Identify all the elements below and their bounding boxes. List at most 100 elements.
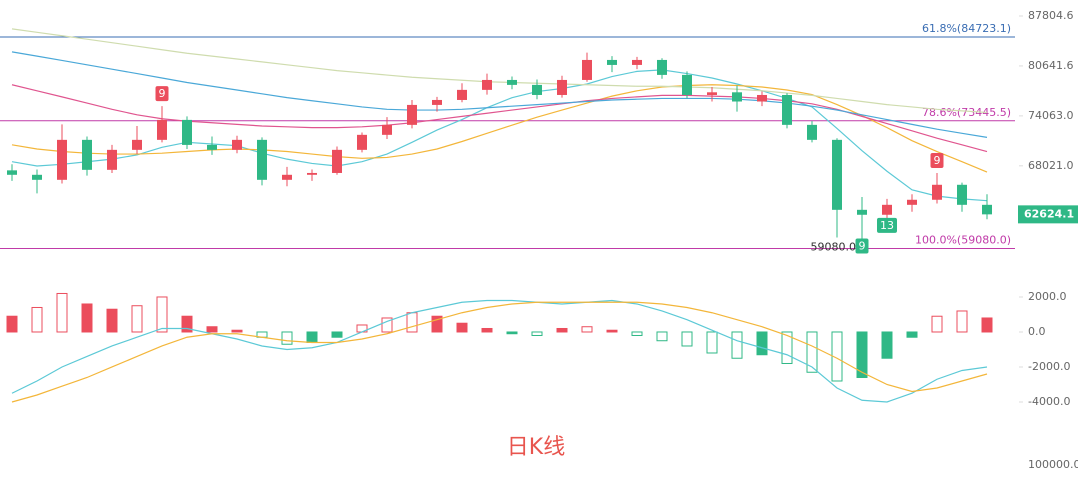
- candle-body: [407, 104, 417, 125]
- candle-body: [207, 144, 217, 150]
- candle-body: [32, 174, 42, 180]
- marker-box: [930, 152, 944, 168]
- candle-body: [307, 172, 317, 175]
- candle-body: [507, 79, 517, 85]
- candle-body: [282, 174, 292, 180]
- macd-bar: [81, 303, 93, 333]
- candle-body: [632, 59, 642, 65]
- candle-body: [957, 184, 967, 205]
- candle-body: [457, 89, 467, 100]
- marker-label: 9: [934, 154, 941, 167]
- low-label: 59080.0: [811, 241, 857, 254]
- macd-bar: [106, 308, 118, 333]
- y-tick-label: 74063.0: [1028, 109, 1074, 122]
- candle-body: [157, 119, 167, 140]
- watermark: 日K线: [507, 435, 565, 460]
- macd-bar: [431, 315, 443, 333]
- candle-body: [57, 139, 67, 180]
- macd-bar: [981, 317, 993, 333]
- marker-box: [855, 238, 869, 254]
- candle-body: [7, 170, 17, 175]
- macd-bar: [306, 331, 318, 343]
- macd-bar: [831, 331, 843, 382]
- macd-bar: [606, 329, 618, 333]
- macd-bar: [156, 296, 168, 333]
- candle-body: [882, 204, 892, 215]
- fib-label: 100.0%(59080.0): [915, 234, 1011, 247]
- macd-bar: [806, 331, 818, 373]
- macd-line: [11, 299, 988, 403]
- volume-axis-label: 100000.0: [1028, 458, 1078, 471]
- candle-body: [357, 134, 367, 150]
- y-tick-label: 80641.6: [1028, 59, 1074, 72]
- candle-body: [807, 124, 817, 140]
- macd-bar: [481, 327, 493, 333]
- marker-label: 9: [159, 87, 166, 100]
- macd-bar: [781, 331, 793, 364]
- y-tick-label: 2000.0: [1028, 290, 1067, 303]
- macd-bar: [131, 305, 143, 333]
- candle-body: [782, 94, 792, 125]
- fib-label: 61.8%(84723.1): [922, 22, 1011, 35]
- last-price-label: 62624.1: [1024, 207, 1074, 220]
- marker-box: [155, 86, 169, 102]
- macd-bar: [381, 317, 393, 333]
- candle-body: [932, 184, 942, 200]
- moving-average: [11, 69, 988, 202]
- candle-body: [82, 139, 92, 170]
- candle-body: [182, 119, 192, 145]
- fib-label: 78.6%(73445.5): [922, 106, 1011, 119]
- macd-bar: [31, 306, 43, 333]
- candle-body: [907, 199, 917, 205]
- macd-bar: [956, 310, 968, 333]
- candle-body: [532, 84, 542, 95]
- candle-body: [482, 79, 492, 90]
- marker-label: 9: [859, 240, 866, 253]
- macd-bar: [556, 327, 568, 333]
- macd-bar: [6, 315, 18, 333]
- moving-average: [11, 28, 988, 114]
- macd-bar: [681, 331, 693, 347]
- macd-bar: [756, 331, 768, 356]
- y-tick-label: 0.0: [1028, 325, 1046, 338]
- y-tick-label: 87804.6: [1028, 9, 1074, 22]
- macd-bar: [506, 331, 518, 335]
- macd-bar: [206, 326, 218, 333]
- moving-average: [11, 84, 988, 173]
- macd-bar: [631, 331, 643, 336]
- macd-bar: [456, 322, 468, 333]
- macd-line: [11, 301, 988, 403]
- candle-body: [607, 59, 617, 65]
- macd-bar: [656, 331, 668, 342]
- candle-body: [682, 74, 692, 95]
- marker-label: 13: [880, 219, 894, 232]
- macd-bar: [731, 331, 743, 359]
- macd-bar: [581, 326, 593, 333]
- macd-bar: [231, 329, 243, 333]
- candle-body: [132, 139, 142, 150]
- y-tick-label: -4000.0: [1028, 395, 1070, 408]
- candle-body: [557, 79, 567, 95]
- macd-bar: [331, 331, 343, 338]
- last-price-box: [1018, 205, 1078, 224]
- y-tick-label: 68021.0: [1028, 159, 1074, 172]
- candle-body: [582, 59, 592, 80]
- candle-body: [857, 209, 867, 215]
- macd-bar: [856, 331, 868, 378]
- marker-box: [877, 217, 897, 233]
- candle-body: [232, 139, 242, 150]
- macd-bar: [931, 315, 943, 333]
- macd-bar: [706, 331, 718, 354]
- macd-bar: [406, 312, 418, 333]
- candle-body: [757, 94, 767, 102]
- moving-average: [11, 51, 988, 138]
- candle-body: [432, 99, 442, 105]
- y-tick-label: -2000.0: [1028, 360, 1070, 373]
- macd-bar: [181, 315, 193, 333]
- candle-body: [982, 204, 992, 215]
- macd-bar: [281, 331, 293, 345]
- macd-bar: [881, 331, 893, 359]
- candle-body: [257, 139, 267, 180]
- candle-body: [707, 92, 717, 95]
